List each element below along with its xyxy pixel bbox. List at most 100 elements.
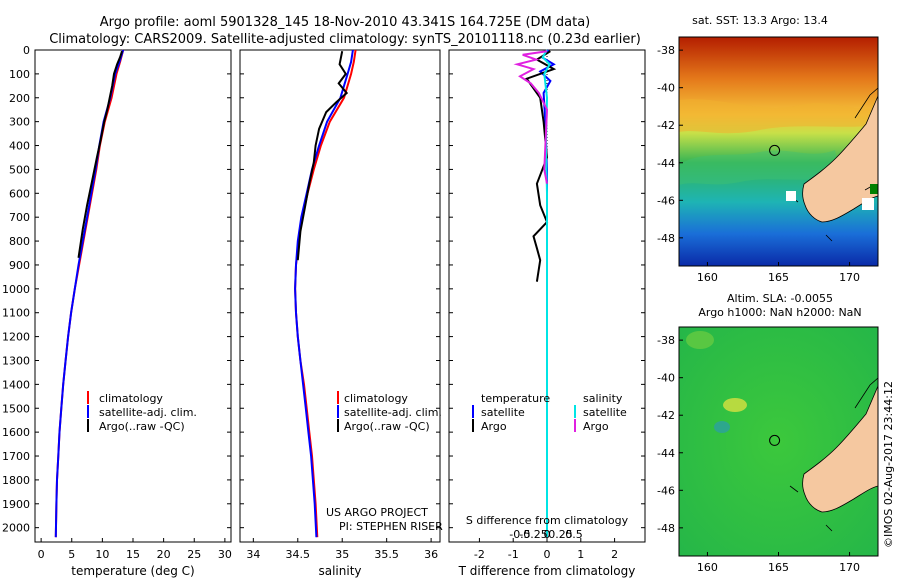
legend-label-satellite: satellite-adj. clim.	[344, 406, 442, 419]
new-zealand-landmass	[802, 95, 878, 223]
x-tick-label: 0	[38, 548, 45, 561]
lat-tick-label: -46	[657, 194, 675, 207]
depth-tick-label: 1400	[2, 378, 30, 391]
lat-tick-label: -40	[657, 372, 675, 385]
legend-label-climatology: climatology	[99, 392, 163, 405]
depth-tick-label: 1500	[2, 402, 30, 415]
salinity-panel: 34 34.5 35 35.5 36 climatology satellite-adj…	[239, 49, 443, 578]
sla-low-anomaly	[714, 421, 730, 433]
lat-tick-label: -38	[657, 44, 675, 57]
x-tick-label: 35	[335, 548, 349, 561]
depth-tick-label: 900	[9, 259, 30, 272]
legend-label-temperature-argo: Argo	[481, 420, 507, 433]
new-zealand-landmass	[802, 385, 878, 513]
salinity-legend: climatology satellite-adj. clim. Argo(..…	[337, 391, 442, 433]
legend-label-argo: Argo(..raw -QC)	[99, 420, 185, 433]
x-tick-label: 5	[68, 548, 75, 561]
x-tick-label: -1	[508, 548, 519, 561]
difference-panel: -2 -1 0 1 2 temperature satellite Argo salin…	[448, 49, 646, 578]
series-line-climatology	[294, 49, 357, 538]
lat-tick-label: -44	[657, 157, 675, 170]
imos-timestamp: ©IMOS 02-Aug-2017 23:44:12	[882, 381, 895, 548]
depth-tick-label: 1100	[2, 307, 30, 320]
lon-tick-label: 165	[768, 271, 789, 284]
lon-tick-label: 160	[697, 561, 718, 574]
difference-series	[513, 49, 557, 538]
x-tick-label: 35.5	[374, 548, 399, 561]
x-tick-label: 10	[95, 548, 109, 561]
sst-map-title: sat. SST: 13.3 Argo: 13.4	[692, 14, 828, 27]
x-tick-label: 20	[157, 548, 171, 561]
series-line-salinity-satellite	[541, 49, 551, 538]
sst-argo-position-marker	[769, 144, 781, 156]
temperature-axis-label: temperature (deg C)	[71, 564, 194, 578]
depth-tick-label: 800	[9, 235, 30, 248]
depth-tick-label: 600	[9, 187, 30, 200]
depth-tick-label: 1000	[2, 283, 30, 296]
difference-panel-depth-ticks	[449, 49, 645, 529]
salinity-difference-tick-label: -0.5	[509, 528, 530, 541]
legend-label-argo: Argo(..raw -QC)	[344, 420, 430, 433]
sla-high-anomaly	[723, 398, 747, 412]
x-tick-label: 1	[577, 548, 584, 561]
legend-heading-salinity: salinity	[583, 392, 623, 405]
legend-label-satellite: satellite-adj. clim.	[99, 406, 197, 419]
temperature-axis-ticks: 0 5 10 15 20 25 30	[38, 538, 232, 561]
x-tick-label: 25	[187, 548, 201, 561]
salinity-difference-axis-label: S difference from climatology	[466, 514, 629, 527]
sla-map-subtitle: Argo h1000: NaN h2000: NaN	[698, 306, 861, 319]
salinity-axis-label: salinity	[318, 564, 361, 578]
depth-tick-label: 100	[9, 68, 30, 81]
sla-high-anomaly	[686, 331, 714, 349]
depth-axis-ticks: 0 100 200 300 400 500 600 700 800 900 1000 1100 1200…	[2, 44, 231, 535]
salinity-difference-tick-label: 0.5	[565, 528, 583, 541]
sla-argo-position-marker	[769, 434, 781, 446]
series-line-argo-raw-qc-	[296, 51, 349, 261]
series-line-satellite-adj-clim-	[54, 49, 125, 538]
lat-tick-label: -42	[657, 119, 675, 132]
depth-tick-label: 1600	[2, 426, 30, 439]
legend-label-temperature-satellite: satellite	[481, 406, 525, 419]
x-tick-label: -2	[474, 548, 485, 561]
sla-map-panel: Altim. SLA: -0.0055 Argo h1000: NaN h200…	[657, 292, 879, 574]
legend-heading-temperature: temperature	[481, 392, 550, 405]
depth-tick-label: 1900	[2, 498, 30, 511]
masked-cell	[862, 198, 874, 210]
figure-title-line-2: Climatology: CARS2009. Satellite-adjuste…	[49, 32, 641, 47]
series-line-temperature-argo	[525, 50, 557, 282]
difference-legend: temperature satellite Argo salinity sate…	[472, 392, 627, 433]
coastline-fragments	[789, 377, 878, 532]
lon-tick-label: 170	[839, 271, 860, 284]
series-line-satellite-adj-clim-	[294, 49, 354, 538]
pi-annotation: PI: STEPHEN RISER	[339, 520, 443, 533]
x-tick-label: 30	[218, 548, 232, 561]
lat-tick-label: -40	[657, 82, 675, 95]
series-line-climatology	[54, 49, 125, 538]
lon-tick-label: 170	[839, 561, 860, 574]
legend-label-salinity-satellite: satellite	[583, 406, 627, 419]
sla-map-axis-ticks: 160 165 170 -38 -40 -42 -44 -46 -48	[657, 334, 860, 574]
salinity-difference-tick-label: -0.25	[519, 528, 547, 541]
depth-tick-label: 1800	[2, 474, 30, 487]
x-tick-label: 0	[544, 548, 551, 561]
sst-map-axis-ticks: 160 165 170 -38 -40 -42 -44 -46 -48	[657, 44, 860, 284]
lat-tick-label: -46	[657, 484, 675, 497]
project-annotation: US ARGO PROJECT	[326, 506, 428, 519]
lon-tick-label: 165	[768, 561, 789, 574]
lon-tick-label: 160	[697, 271, 718, 284]
masked-cell	[870, 184, 878, 194]
figure-title-line-1: Argo profile: aoml 5901328_145 18-Nov-20…	[100, 15, 591, 30]
depth-tick-label: 0	[23, 44, 30, 57]
x-tick-label: 34.5	[286, 548, 311, 561]
temperature-legend: climatology satellite-adj. clim. Argo(..…	[87, 391, 197, 433]
x-tick-label: 2	[611, 548, 618, 561]
salinity-difference-tick-label: 0	[544, 528, 551, 541]
temperature-panel: 0100200300400500600700800900100011001200…	[2, 44, 232, 578]
series-line-salinity-argo	[513, 50, 549, 184]
depth-tick-label: 200	[9, 92, 30, 105]
temperature-plot-frame	[34, 49, 232, 543]
salinity-axis-ticks: 34 34.5 35 35.5 36	[246, 538, 438, 561]
lat-tick-label: -38	[657, 334, 675, 347]
sst-warm-patch	[679, 99, 878, 134]
